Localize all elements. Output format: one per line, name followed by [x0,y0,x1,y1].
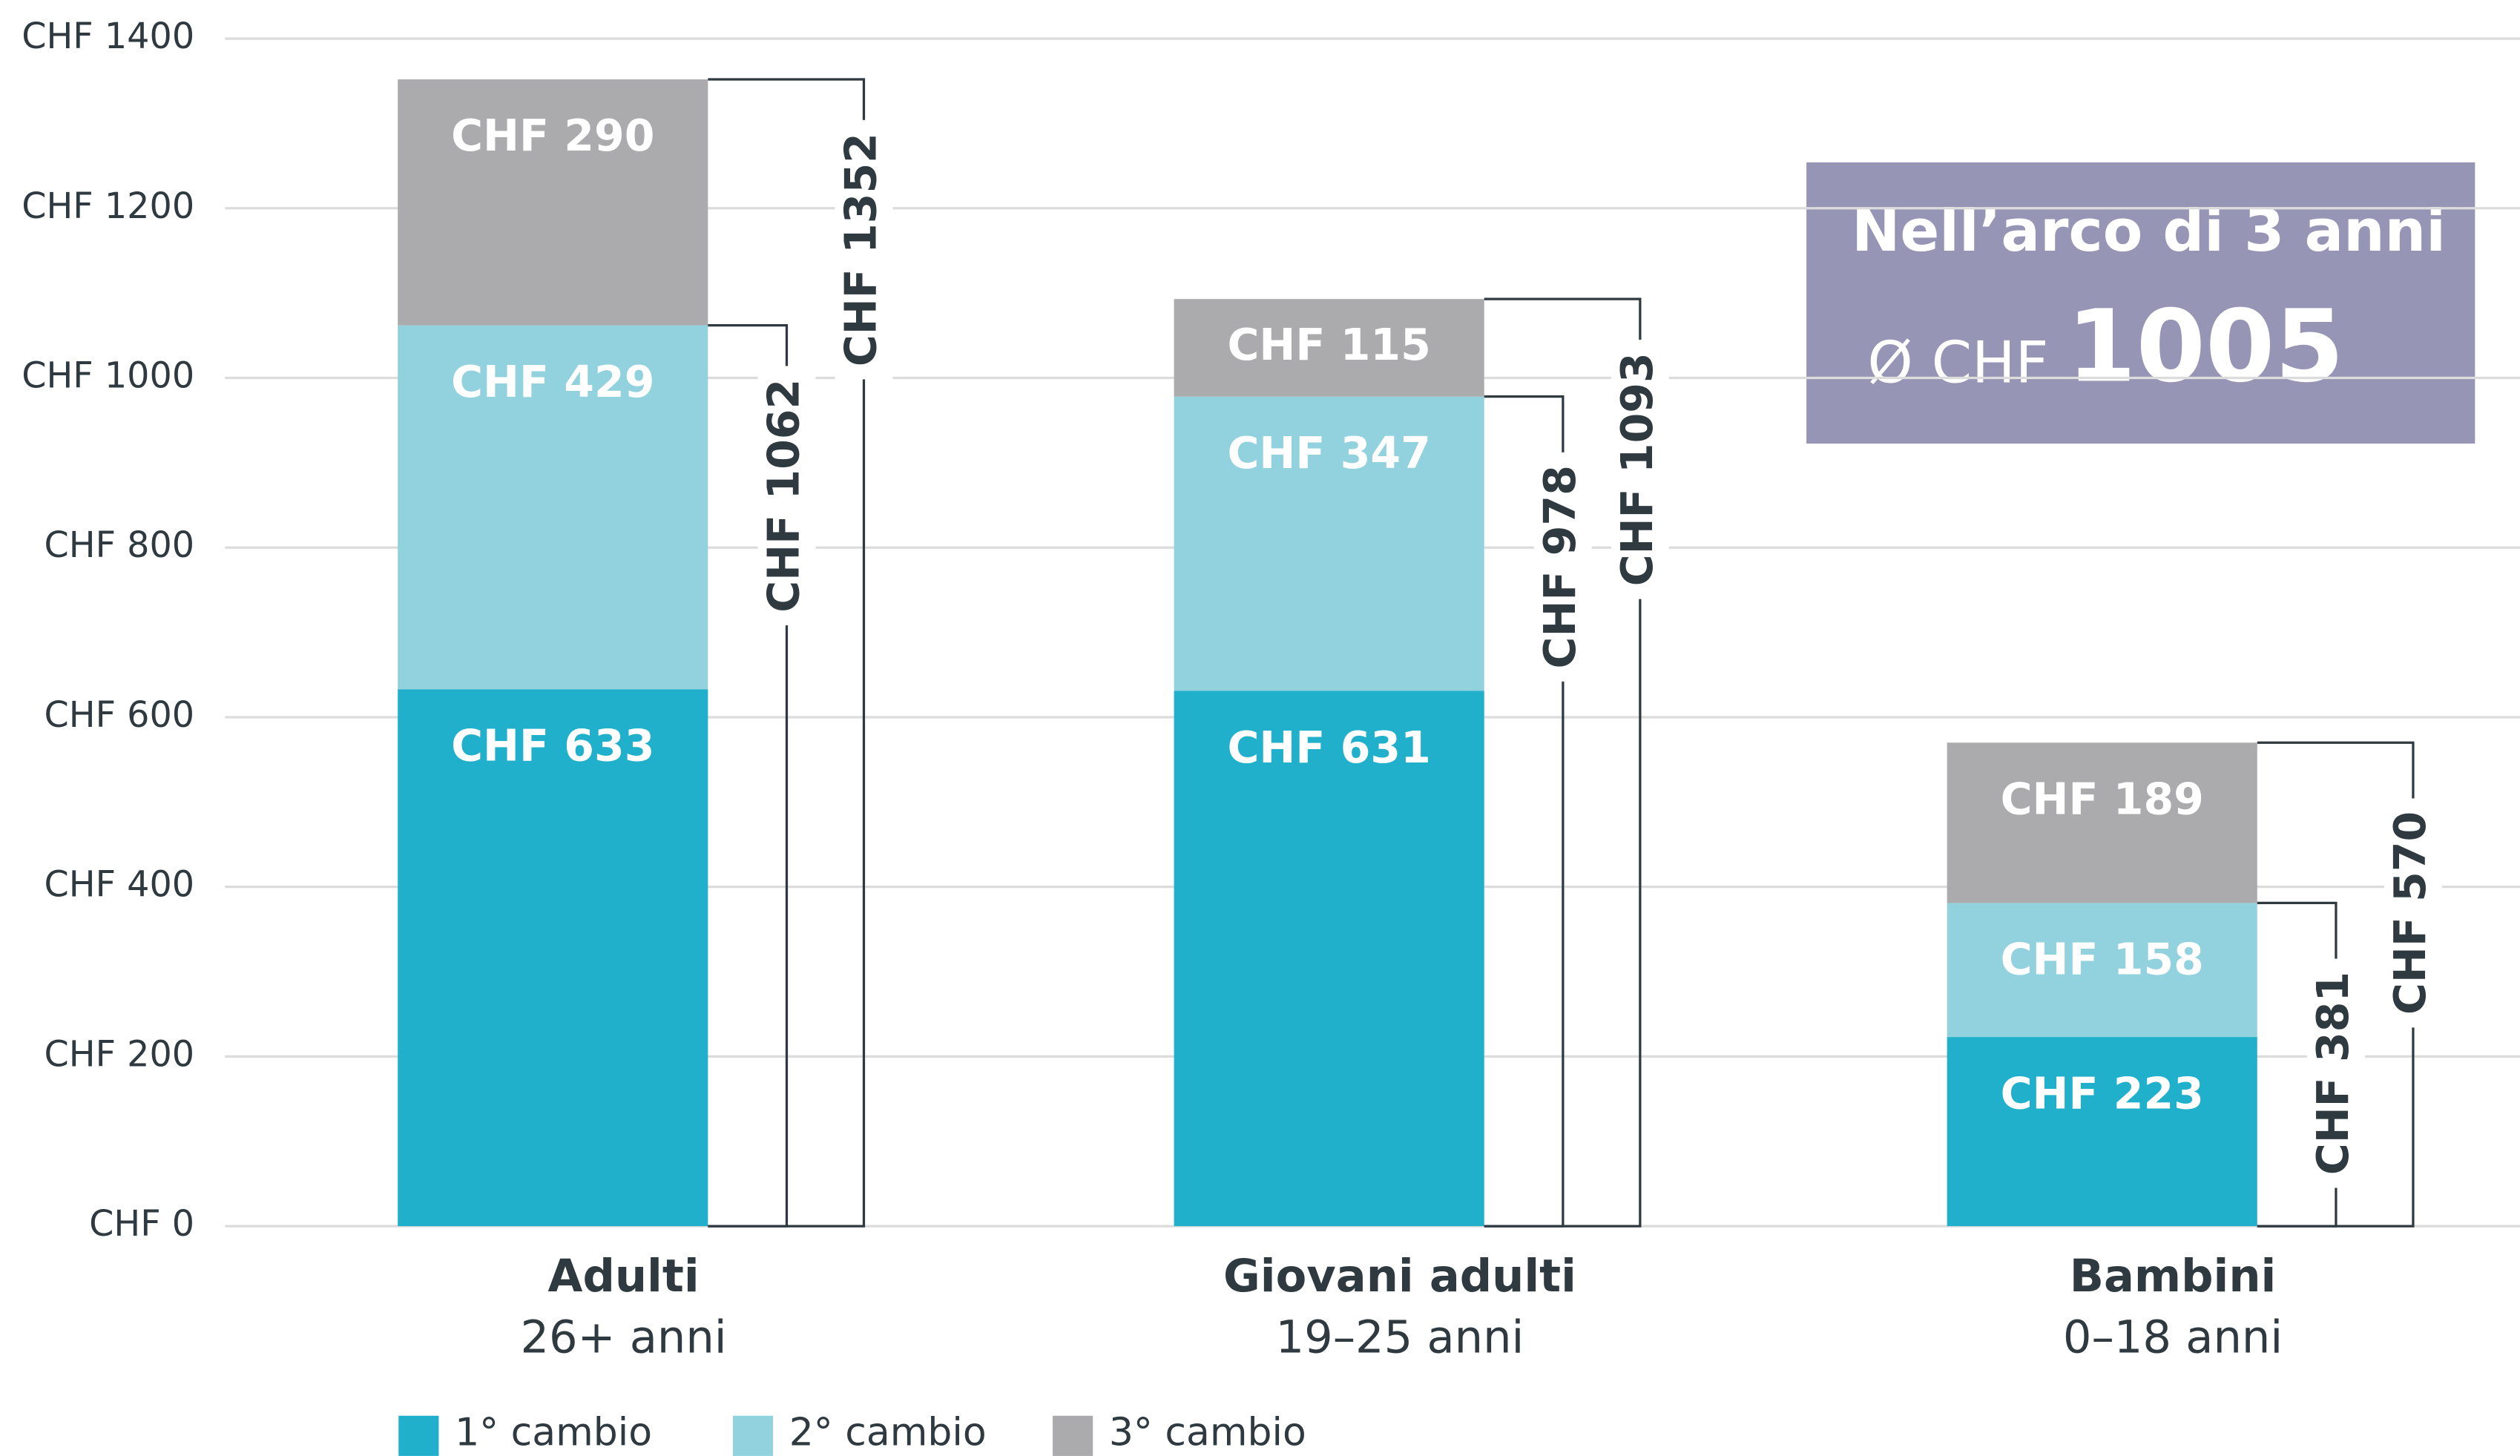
legend-swatch [1053,1415,1093,1456]
bar-segment [398,79,708,326]
total-label: CHF 1062 [759,379,809,613]
category-label: Bambini [2070,1251,2277,1302]
value-label: CHF 223 [2001,1068,2204,1119]
category-sublabel: 26+ anni [520,1312,726,1364]
legend-label: 2° cambio [789,1411,987,1455]
bar-segment [1947,742,2257,903]
y-tick-label: CHF 800 [45,525,195,566]
value-label: CHF 158 [2001,935,2204,985]
value-label: CHF 115 [1228,320,1431,370]
label-background [835,119,893,380]
y-tick-label: CHF 0 [89,1204,194,1245]
category-label: Adulti [548,1251,700,1302]
value-label: CHF 633 [451,720,654,771]
label-background [2384,798,2442,1028]
value-label: CHF 347 [1228,428,1431,478]
y-tick-label: CHF 1400 [22,16,194,57]
y-tick-label: CHF 400 [45,865,195,906]
total-bracket [708,78,866,1228]
category-sublabel: 0–18 anni [2063,1312,2283,1364]
value-label: CHF 189 [2001,774,2204,825]
value-label: CHF 290 [451,111,654,161]
bar-segment [1174,299,1484,397]
category-label: Giovani adulti [1223,1251,1576,1302]
total-label: CHF 570 [2385,811,2435,1015]
legend-label: 1° cambio [455,1411,652,1455]
legend-label: 3° cambio [1109,1411,1306,1455]
total-label: CHF 1352 [836,133,886,366]
legend-swatch [398,1415,439,1456]
total-label: CHF 978 [1535,465,1585,668]
bar-segment [1947,903,2257,1038]
category-sublabel: 19–25 anni [1276,1312,1524,1364]
info-prefix: Ø CHF [1867,330,2048,397]
label-background [757,366,816,626]
label-background [1533,452,1592,682]
label-background [2306,958,2365,1188]
y-tick-label: CHF 600 [45,695,195,736]
total-label: CHF 1093 [1612,352,1662,586]
bar-segment [398,689,708,1227]
bar-segment [398,325,708,690]
bar-segment [1947,1037,2257,1227]
total-label: CHF 381 [2308,972,2358,1175]
value-label: CHF 631 [1228,722,1431,773]
total-bracket [1484,297,1642,1228]
label-background [1611,339,1669,599]
bar-segment [1174,396,1484,691]
y-tick-label: CHF 1000 [22,356,194,397]
y-tick-label: CHF 1200 [22,186,194,227]
bar-segment [1174,691,1484,1227]
info-value: 1005 [2067,288,2344,404]
y-tick-label: CHF 200 [45,1034,195,1075]
legend-swatch [732,1415,774,1456]
value-label: CHF 429 [451,357,654,407]
